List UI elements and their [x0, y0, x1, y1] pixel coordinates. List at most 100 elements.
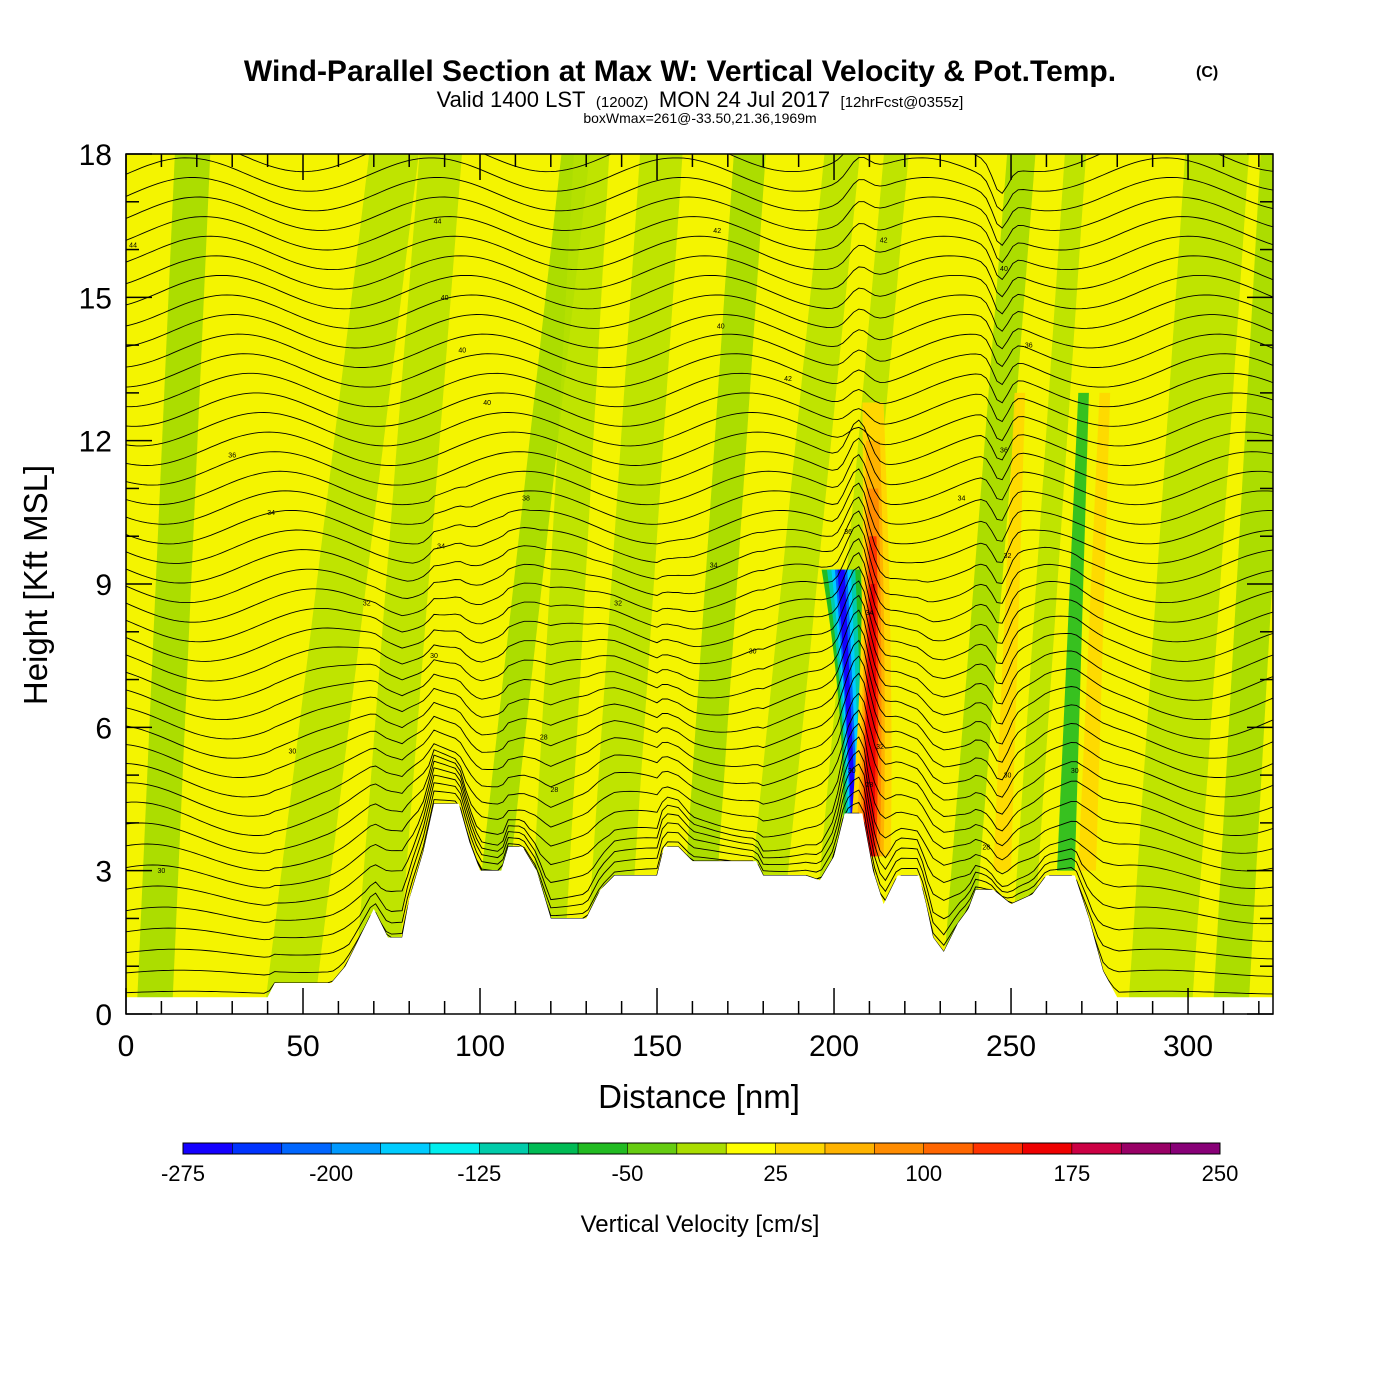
- theta-contour: [126, 468, 1273, 525]
- theta-contour: [126, 580, 1273, 685]
- contour-label: 36: [1000, 448, 1008, 455]
- theta-contour: [126, 763, 1273, 907]
- contour-label: 30: [288, 749, 296, 756]
- theta-contour: [126, 524, 1273, 604]
- chart-title: Wind-Parallel Section at Max W: Vertical…: [244, 55, 1116, 88]
- colorbar: -275 -200 -125 -50 25 100 175 250: [161, 1142, 1238, 1186]
- theta-contour: [126, 157, 1273, 212]
- valid-utc: (1200Z): [596, 94, 649, 111]
- colorbar-tick-label: -200: [309, 1161, 353, 1186]
- updraft-band: [1078, 392, 1111, 871]
- contour-label: 30: [749, 648, 757, 655]
- copyright-mark: (C): [1196, 64, 1218, 81]
- contour-label: 40: [717, 324, 725, 331]
- theta-contour: [126, 372, 1273, 408]
- downdraft-streak: [1212, 154, 1273, 1014]
- colorbar-swatch: [1170, 1143, 1221, 1154]
- theta-contour: [126, 453, 1273, 506]
- y-tick-label: 0: [95, 999, 112, 1032]
- downdraft-streak: [738, 154, 860, 1014]
- colorbar-tick-label: 100: [905, 1161, 942, 1186]
- contour-labels: 30 30 32 30 34 36 34 38 40 40 40 44 44 28 28 32 34 30 42 40…: [129, 218, 1079, 875]
- colorbar-swatch: [331, 1143, 382, 1154]
- plot-area: 3030323034363438404040444428283234304240…: [79, 139, 1274, 1063]
- contour-label: 30: [848, 768, 856, 775]
- contour-label: 40: [458, 347, 466, 354]
- y-tick-label: 3: [95, 856, 112, 889]
- contour-label: 36: [228, 453, 236, 460]
- contour-label: 44: [434, 218, 442, 225]
- x-tick-label: 200: [809, 1030, 859, 1063]
- y-tick-label: 9: [95, 569, 112, 602]
- theta-contour: [126, 176, 1273, 229]
- x-tick-label: 0: [118, 1030, 135, 1063]
- colorbar-tick-label: -275: [161, 1161, 205, 1186]
- colorbar-swatch: [1022, 1143, 1073, 1154]
- contour-label: 28: [866, 782, 874, 789]
- potential-temperature-contours: [126, 154, 1273, 995]
- downdraft-streak: [465, 154, 590, 1014]
- theta-contour: [126, 722, 1273, 854]
- theta-contour: [126, 510, 1273, 584]
- theta-contour: [126, 672, 1273, 798]
- x-tick-label: 300: [1163, 1030, 1213, 1063]
- downdraft-streak: [136, 154, 211, 1014]
- colorbar-tick-label: 25: [763, 1161, 787, 1186]
- y-tick-label: 12: [79, 426, 112, 459]
- colorbar-swatch: [923, 1143, 974, 1154]
- colorbar-swatch: [676, 1143, 727, 1154]
- valid-date: MON 24 Jul 2017: [659, 87, 830, 112]
- theta-contour: [126, 196, 1273, 246]
- theta-contour: [126, 496, 1273, 564]
- chart-subtitle: Valid 1400 LST (1200Z) MON 24 Jul 2017 […: [437, 87, 964, 112]
- contour-label: 40: [1000, 266, 1008, 273]
- contour-label: 32: [614, 601, 622, 608]
- contour-label: 34: [710, 562, 718, 569]
- theta-contour: [126, 709, 1273, 836]
- colorbar-label: Vertical Velocity [cm/s]: [581, 1211, 820, 1238]
- theta-contour: [126, 624, 1273, 745]
- theta-contour: [126, 639, 1273, 763]
- colorbar-swatch: [528, 1143, 579, 1154]
- updraft-band: [993, 392, 1026, 871]
- contour-label: 40: [483, 400, 491, 407]
- theta-contour: [126, 609, 1273, 725]
- contour-label: 28: [550, 787, 558, 794]
- contour-label: 44: [129, 242, 137, 249]
- downdraft-band: [1057, 392, 1089, 871]
- contour-label: 36: [1025, 343, 1033, 350]
- y-tick-label: 18: [79, 139, 112, 172]
- contour-label: 34: [267, 510, 275, 517]
- contour-label: 42: [713, 228, 721, 235]
- downdraft-streak: [1007, 154, 1087, 1014]
- contour-label: 42: [784, 376, 792, 383]
- contour-label: 32: [1004, 553, 1012, 560]
- theta-contour: [126, 594, 1273, 705]
- colorbar-swatch: [429, 1143, 480, 1154]
- contour-label: 30: [430, 653, 438, 660]
- theta-contour: [126, 655, 1273, 781]
- colorbar-tick-label: 175: [1053, 1161, 1090, 1186]
- colorbar-frame: [182, 1142, 1221, 1155]
- colorbar-tick-label: -50: [612, 1161, 644, 1186]
- valid-time: Valid 1400 LST: [437, 87, 586, 112]
- contour-label: 28: [540, 734, 548, 741]
- x-tick-label: 50: [286, 1030, 319, 1063]
- colorbar-swatch: [726, 1143, 777, 1154]
- theta-contour: [126, 419, 1273, 466]
- colorbar-swatch: [627, 1143, 678, 1154]
- updraft-core: [865, 584, 877, 857]
- y-tick-label: 15: [79, 282, 112, 315]
- colorbar-swatch: [1071, 1143, 1122, 1154]
- forecast-info: [12hrFcst@0355z]: [841, 94, 964, 111]
- colorbar-swatch: [874, 1143, 925, 1154]
- contour-label: 30: [158, 868, 166, 875]
- y-tick-label: 6: [95, 712, 112, 745]
- theta-contour: [126, 274, 1273, 315]
- x-tick-label: 150: [632, 1030, 682, 1063]
- x-axis-label: Distance [nm]: [598, 1078, 800, 1115]
- contour-label: 30: [1004, 773, 1012, 780]
- contour-label: 34: [866, 610, 874, 617]
